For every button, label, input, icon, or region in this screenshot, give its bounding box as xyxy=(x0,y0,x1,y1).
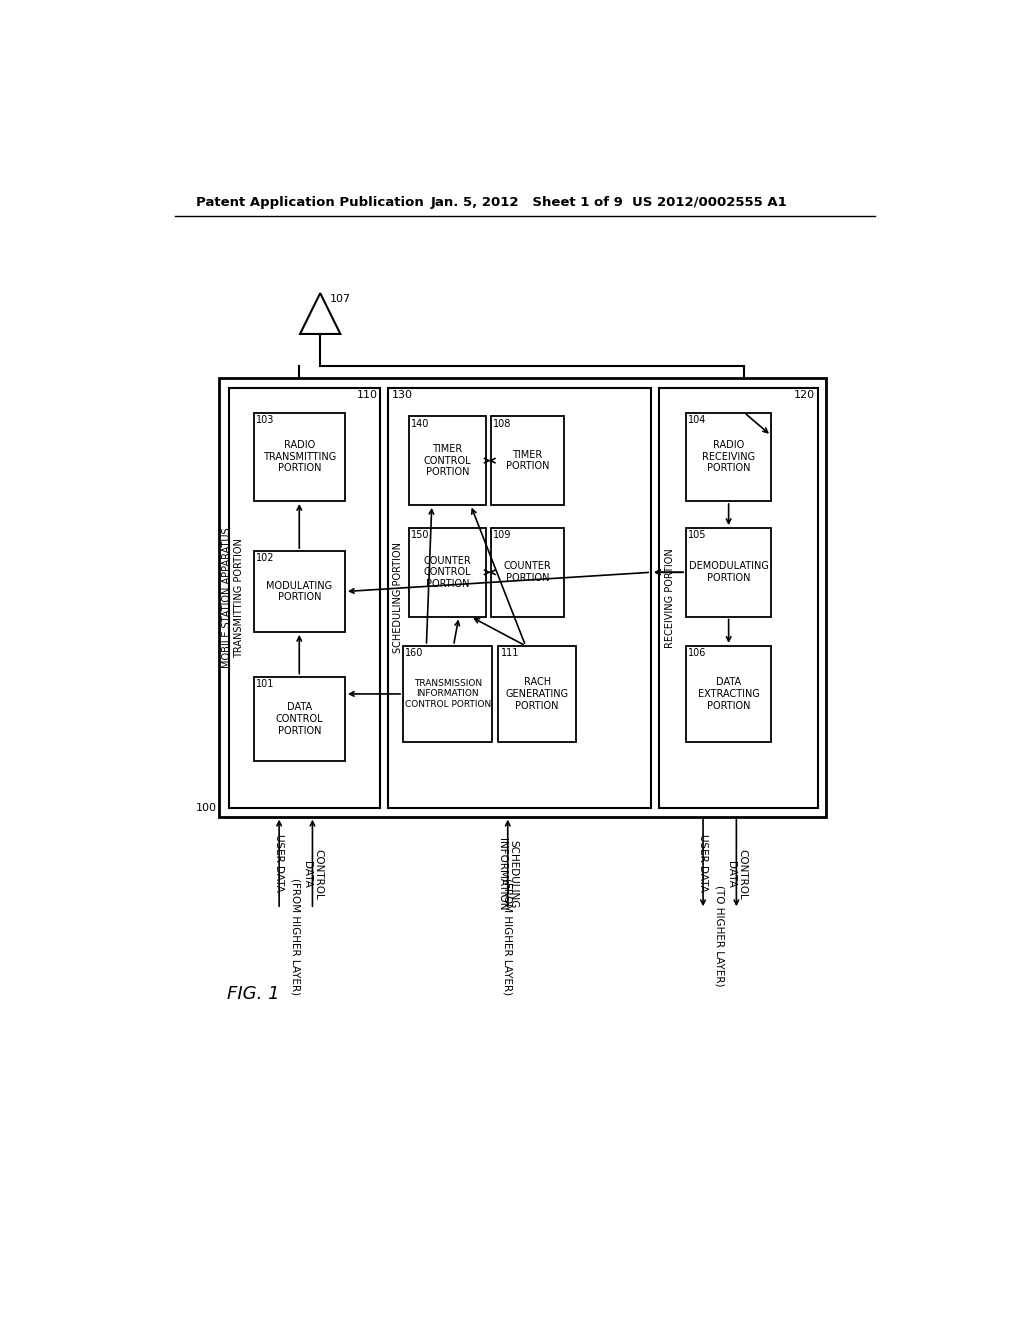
Bar xyxy=(658,388,818,808)
Text: RACH
GENERATING
PORTION: RACH GENERATING PORTION xyxy=(506,677,568,710)
Text: 104: 104 xyxy=(688,414,707,425)
Text: COUNTER
CONTROL
PORTION: COUNTER CONTROL PORTION xyxy=(424,556,471,589)
Bar xyxy=(388,388,651,808)
Text: 106: 106 xyxy=(688,648,707,659)
Bar xyxy=(254,552,345,632)
Text: CONTROL
DATA: CONTROL DATA xyxy=(726,849,748,900)
Bar xyxy=(409,528,486,616)
Text: TRANSMITTING PORTION: TRANSMITTING PORTION xyxy=(233,537,244,657)
Text: 103: 103 xyxy=(256,414,274,425)
Text: 140: 140 xyxy=(411,418,429,429)
Bar xyxy=(403,645,493,742)
Text: 120: 120 xyxy=(795,391,815,400)
Text: MODULATING
PORTION: MODULATING PORTION xyxy=(266,581,333,602)
Text: 110: 110 xyxy=(356,391,378,400)
Text: 111: 111 xyxy=(501,648,519,659)
Bar xyxy=(228,388,380,808)
Text: 150: 150 xyxy=(411,531,429,540)
Text: TRANSMISSION
INFORMATION
CONTROL PORTION: TRANSMISSION INFORMATION CONTROL PORTION xyxy=(404,678,490,709)
Text: FIG. 1: FIG. 1 xyxy=(227,985,280,1003)
Bar xyxy=(490,528,564,616)
Text: DATA
CONTROL
PORTION: DATA CONTROL PORTION xyxy=(275,702,324,735)
Text: DATA
EXTRACTING
PORTION: DATA EXTRACTING PORTION xyxy=(697,677,760,710)
Text: 105: 105 xyxy=(688,531,707,540)
Bar xyxy=(409,416,486,506)
Bar xyxy=(686,528,771,616)
Text: 100: 100 xyxy=(196,803,216,813)
Text: 130: 130 xyxy=(391,391,413,400)
Text: RECEIVING PORTION: RECEIVING PORTION xyxy=(665,548,675,648)
Text: 102: 102 xyxy=(256,553,274,564)
Text: MOBILE STATION APPARATUS: MOBILE STATION APPARATUS xyxy=(222,527,232,668)
Text: (TO HIGHER LAYER): (TO HIGHER LAYER) xyxy=(715,886,724,987)
Text: TIMER
PORTION: TIMER PORTION xyxy=(506,450,549,471)
Text: RADIO
RECEIVING
PORTION: RADIO RECEIVING PORTION xyxy=(702,440,755,474)
Text: (FROM HIGHER LAYER): (FROM HIGHER LAYER) xyxy=(291,878,300,995)
Text: CONTROL
DATA: CONTROL DATA xyxy=(302,849,324,900)
Text: SCHEDULING PORTION: SCHEDULING PORTION xyxy=(393,543,403,653)
Text: 160: 160 xyxy=(406,648,424,659)
Text: USER DATA: USER DATA xyxy=(698,834,708,892)
Bar xyxy=(490,416,564,506)
Text: US 2012/0002555 A1: US 2012/0002555 A1 xyxy=(632,195,786,209)
Text: 101: 101 xyxy=(256,678,274,689)
Text: 108: 108 xyxy=(493,418,511,429)
Bar xyxy=(686,645,771,742)
Text: RADIO
TRANSMITTING
PORTION: RADIO TRANSMITTING PORTION xyxy=(262,440,336,474)
Bar xyxy=(219,378,825,817)
Bar xyxy=(686,413,771,502)
Text: 109: 109 xyxy=(493,531,511,540)
Text: DEMODULATING
PORTION: DEMODULATING PORTION xyxy=(689,561,769,583)
Bar xyxy=(254,413,345,502)
Text: COUNTER
PORTION: COUNTER PORTION xyxy=(504,561,551,583)
Text: SCHEDULING
INFORMATION: SCHEDULING INFORMATION xyxy=(497,838,518,911)
Bar xyxy=(254,677,345,762)
Text: Jan. 5, 2012   Sheet 1 of 9: Jan. 5, 2012 Sheet 1 of 9 xyxy=(430,195,624,209)
Text: 107: 107 xyxy=(330,294,350,305)
Text: Patent Application Publication: Patent Application Publication xyxy=(197,195,424,209)
Bar xyxy=(499,645,575,742)
Text: USER DATA: USER DATA xyxy=(274,834,284,892)
Text: TIMER
CONTROL
PORTION: TIMER CONTROL PORTION xyxy=(424,444,471,478)
Text: (FROM HIGHER LAYER): (FROM HIGHER LAYER) xyxy=(503,878,513,995)
